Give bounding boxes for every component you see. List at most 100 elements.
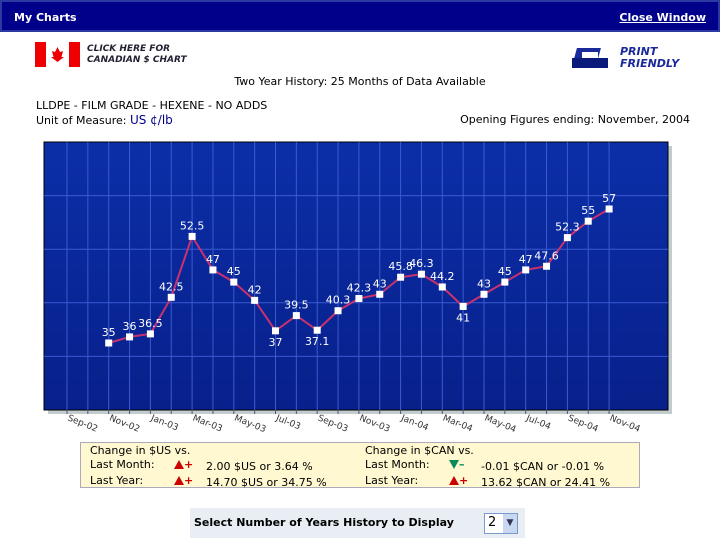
- data-label: 41: [456, 311, 470, 324]
- data-point: [167, 293, 175, 301]
- plot-area: [43, 141, 669, 411]
- trend-triangle: [449, 460, 459, 469]
- link-line: CLICK HERE FOR: [87, 44, 171, 54]
- x-tick-label: Jan-03: [148, 413, 179, 433]
- data-label: 45: [227, 265, 241, 278]
- trend-icon: –: [449, 458, 465, 471]
- data-point: [480, 290, 488, 298]
- product-name: LLDPE - FILM GRADE - HEXENE - NO ADDS: [36, 99, 268, 112]
- x-tick-label: Jul-04: [524, 413, 553, 432]
- link-line: FRIENDLY: [620, 57, 680, 70]
- change-title: Change in $US vs.: [90, 444, 191, 457]
- trend-icon: +: [174, 474, 193, 487]
- data-label: 42.5: [159, 280, 184, 293]
- ending-label: ending:: [552, 113, 595, 126]
- data-point: [146, 330, 154, 338]
- data-point: [417, 270, 425, 278]
- data-label: 40.3: [326, 294, 351, 307]
- x-tick-label: Jan-04: [399, 413, 430, 433]
- data-point: [397, 273, 405, 281]
- printer-icon[interactable]: [570, 44, 620, 74]
- link-line: CANADIAN $ CHART: [87, 55, 187, 65]
- data-point: [501, 278, 509, 286]
- unit-row: Unit of Measure: US ¢/lb: [36, 113, 173, 127]
- data-label: 47: [519, 253, 533, 266]
- change-label: Last Year:: [365, 474, 419, 487]
- ending-date: November, 2004: [597, 113, 690, 126]
- link-line: PRINT: [620, 45, 658, 58]
- data-label: 57: [602, 192, 616, 205]
- chart: Sep-02 Nov-02 Jan-03 Mar-03 May-03 Jul-03 Sep-…: [43, 141, 672, 436]
- x-tick-label: Sep-04: [566, 414, 599, 435]
- data-point: [563, 234, 571, 242]
- data-label: 47: [206, 253, 220, 266]
- change-label: Last Year:: [90, 474, 144, 487]
- trend-sign: +: [459, 474, 469, 487]
- change-title: Change in $CAN vs.: [365, 444, 474, 457]
- x-tick-label: Sep-03: [316, 414, 349, 435]
- selector-label: Select Number of Years History to Displa…: [194, 516, 454, 529]
- data-label: 39.5: [284, 299, 309, 312]
- data-point: [584, 217, 592, 225]
- data-label: 37: [269, 336, 283, 349]
- change-value: 14.70 $US or 34.75 %: [206, 476, 327, 489]
- data-point: [313, 326, 321, 334]
- x-tick-label: Nov-04: [608, 414, 642, 435]
- canada-link[interactable]: CLICK HERE FOR CANADIAN $ CHART: [87, 44, 187, 66]
- change-value: 13.62 $CAN or 24.41 %: [481, 476, 611, 489]
- data-point: [459, 302, 467, 310]
- trend-triangle: [174, 460, 184, 469]
- selector-bar: Select Number of Years History to Displa…: [190, 508, 525, 538]
- data-label: 35: [102, 326, 116, 339]
- x-tick-label: May-04: [483, 414, 518, 436]
- trend-sign: +: [184, 458, 194, 471]
- select-arrow: ▼: [503, 514, 517, 533]
- data-label: 52.3: [555, 221, 580, 234]
- data-point: [543, 262, 551, 270]
- data-label: 42.3: [347, 282, 372, 295]
- data-label: 37.1: [305, 335, 330, 348]
- data-label: 36.5: [138, 317, 163, 330]
- trend-icon: +: [174, 458, 193, 471]
- change-value: -0.01 $CAN or -0.01 %: [481, 460, 605, 473]
- x-tick-label: May-03: [233, 414, 267, 436]
- data-label: 44.2: [430, 270, 455, 283]
- data-point: [126, 333, 134, 341]
- trend-icon: +: [449, 474, 468, 487]
- trend-sign: +: [184, 474, 194, 487]
- window-title: My Charts: [14, 11, 77, 24]
- unit: US ¢/lb: [129, 113, 173, 127]
- data-point: [105, 339, 113, 347]
- data-label: 46.3: [409, 257, 434, 270]
- change-box: [80, 442, 640, 488]
- data-point: [251, 296, 259, 304]
- data-label: 36: [123, 320, 137, 333]
- data-point: [230, 278, 238, 286]
- change-label: Last Month:: [90, 458, 155, 471]
- opening-label: Opening Figures: [460, 113, 550, 126]
- change-value: 2.00 $US or 3.64 %: [206, 460, 313, 473]
- data-label: 55: [581, 204, 595, 217]
- change-label: Last Month:: [365, 458, 430, 471]
- title-bar: My Charts Close Window: [0, 0, 720, 32]
- trend-sign: –: [459, 458, 465, 471]
- x-tick-label: Jul-03: [273, 413, 301, 432]
- x-tick-label: Sep-02: [66, 414, 99, 435]
- data-point: [605, 205, 613, 213]
- trend-triangle: [174, 476, 184, 485]
- data-label: 52.5: [180, 219, 205, 232]
- print-link[interactable]: PRINT FRIENDLY: [620, 46, 679, 70]
- data-label: 42: [248, 283, 262, 296]
- data-point: [188, 232, 196, 240]
- data-point: [272, 327, 279, 335]
- flag-icon: [35, 42, 80, 67]
- years-select[interactable]: 2 ▼: [484, 513, 518, 534]
- x-tick-label: Nov-03: [358, 414, 391, 435]
- data-label: 43: [477, 277, 491, 290]
- data-label: 45.8: [388, 260, 413, 273]
- x-tick-label: Nov-02: [108, 414, 141, 435]
- data-point: [334, 307, 342, 315]
- close-link[interactable]: Close Window: [619, 11, 706, 24]
- canada-flag[interactable]: [35, 42, 80, 67]
